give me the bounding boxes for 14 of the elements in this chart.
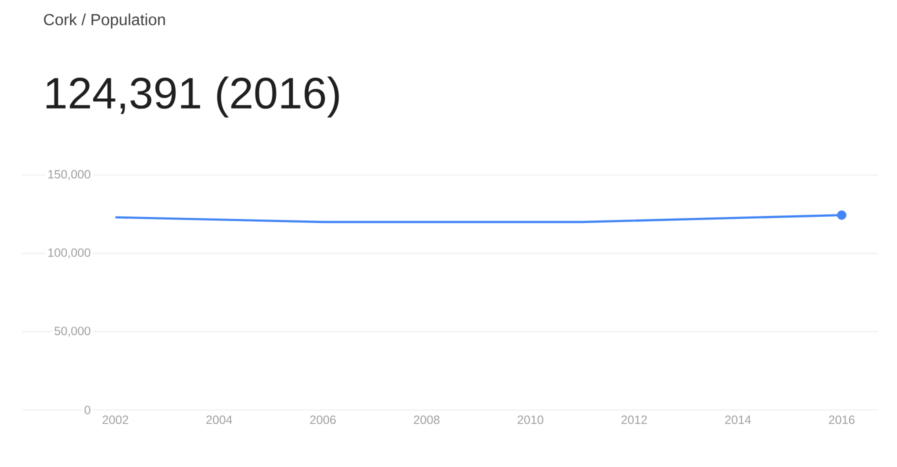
y-tick-label: 100,000 [48,248,90,258]
x-tick-label: 2016 [828,416,855,424]
x-tick-label: 2012 [621,416,647,424]
y-tick-label: 150,000 [48,170,90,180]
y-tick-label: 50,000 [54,326,90,337]
y-tick-label: 0 [84,406,90,414]
x-tick-label: 2014 [725,416,751,424]
chart-subtitle: 124,391 (2016) [46,76,339,118]
x-tick-label: 2006 [310,416,336,424]
chart-title: Cork / Population [44,14,165,28]
x-tick-label: 2010 [518,416,544,424]
x-tick-label: 2004 [206,416,232,424]
x-tick-label: 2008 [414,416,440,424]
x-tick-label: 2002 [102,416,128,424]
